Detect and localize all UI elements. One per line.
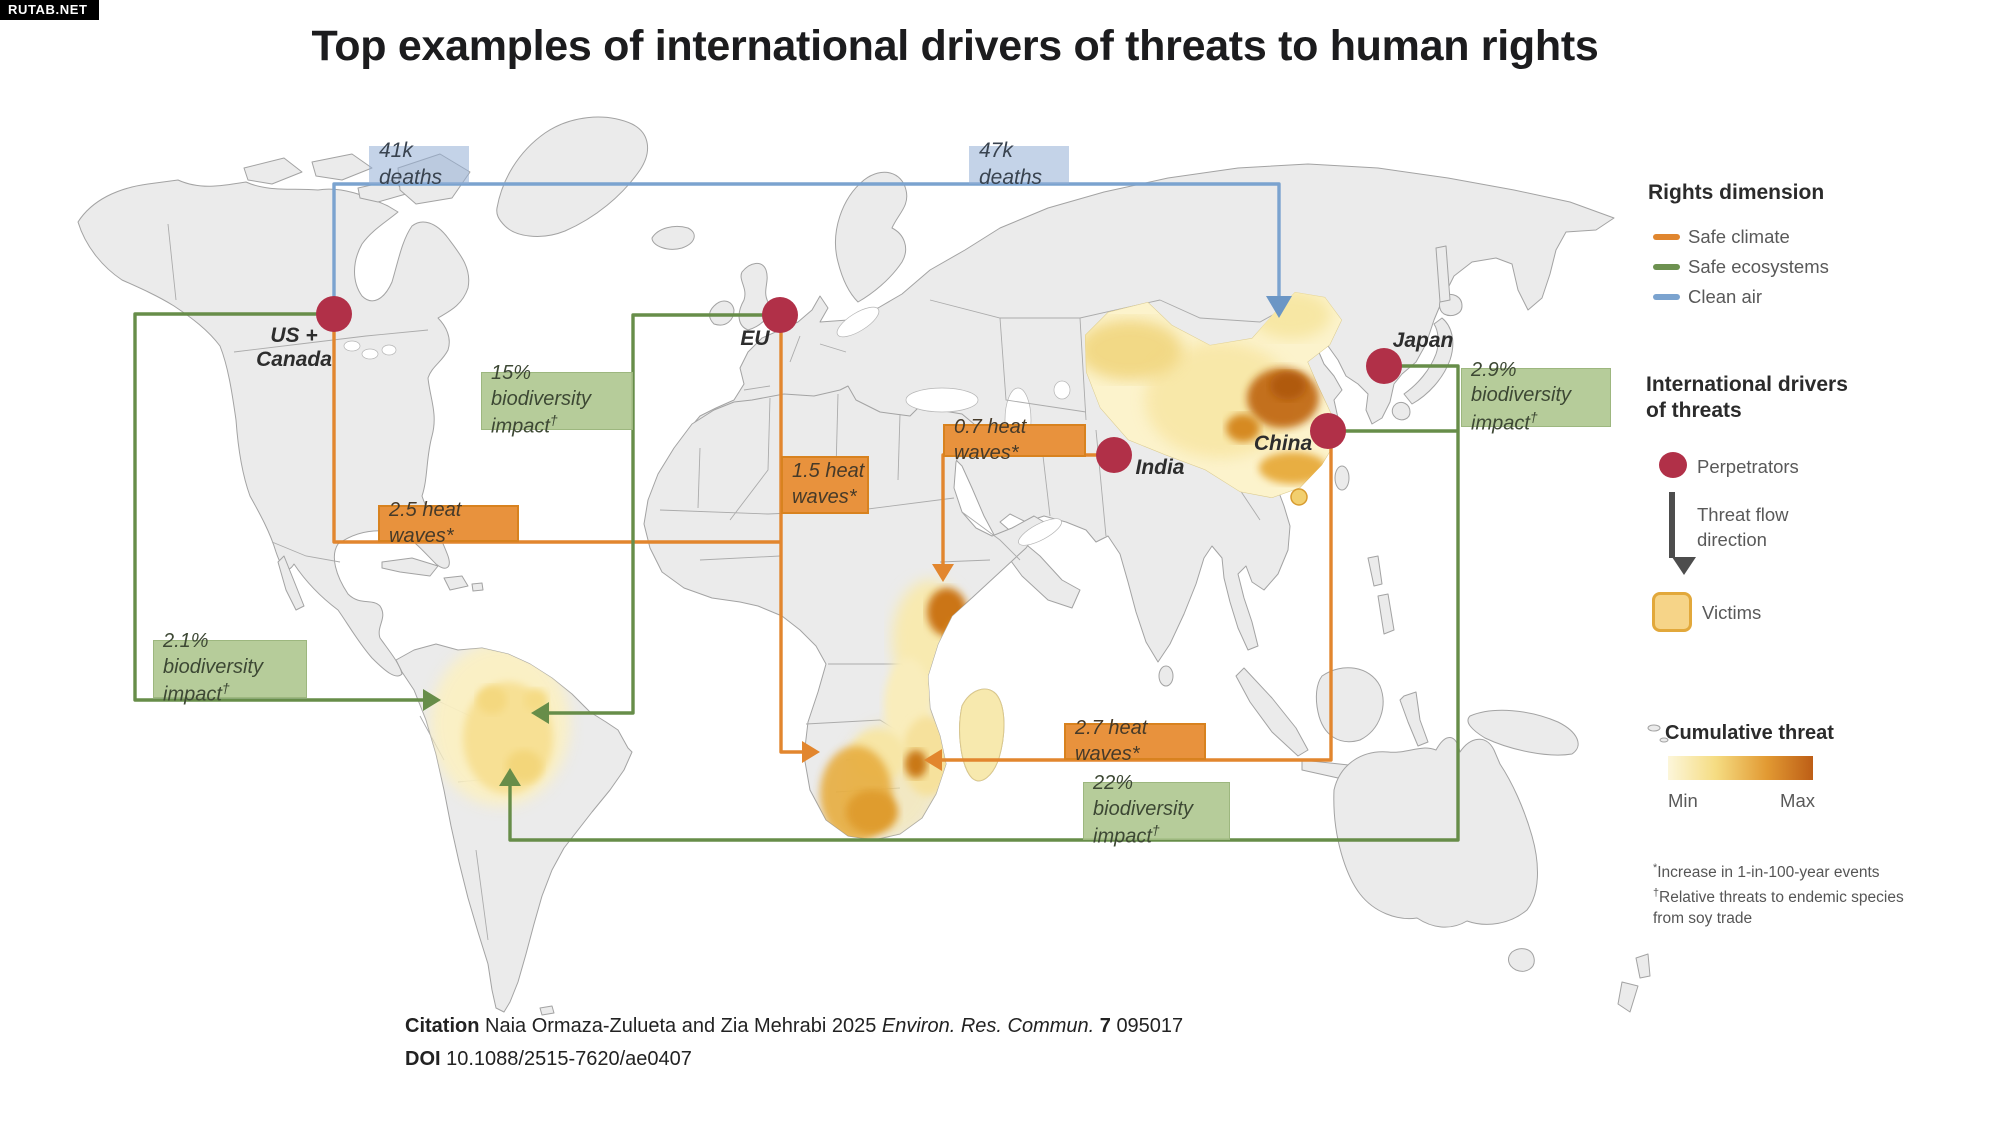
doi-line: DOI 10.1088/2515-7620/ae0407 bbox=[405, 1048, 692, 1070]
legend-rights-heading: Rights dimension bbox=[1648, 181, 1825, 204]
heat-region-hainan bbox=[1290, 488, 1308, 506]
label-china: China bbox=[1253, 432, 1313, 455]
biodiversity-2-1-line1: 2.1% biodiversity bbox=[163, 630, 264, 678]
gradient-min-label: Min bbox=[1668, 790, 1698, 811]
arrow-heat-kenya bbox=[932, 564, 954, 582]
heatwave-0-7-label: 0.7 heat waves* bbox=[954, 415, 1027, 464]
flow-clean-air bbox=[332, 182, 1281, 314]
footnote-events: *Increase in 1-in-100-year events bbox=[1653, 862, 1880, 882]
heatwave-box-2-5: 2.5 heat waves* bbox=[378, 499, 519, 547]
footnote-soy: from soy trade bbox=[1653, 910, 1753, 928]
legend-item-clean-air: Clean air bbox=[1688, 286, 1763, 307]
biodiversity-box-2-1: 2.1% biodiversity impact† bbox=[153, 630, 307, 706]
heatwave-2-7-label: 2.7 heat waves* bbox=[1075, 716, 1148, 765]
deaths-41k-label: 41k deaths bbox=[379, 139, 443, 189]
label-india: India bbox=[1135, 456, 1185, 479]
continent-greenland bbox=[496, 116, 648, 237]
heatwave-box-0-7: 0.7 heat waves* bbox=[943, 416, 1086, 464]
footnote-species: †Relative threats to endemic species bbox=[1653, 887, 1904, 907]
biodiversity-15-line1: 15% biodiversity bbox=[491, 362, 592, 410]
continent-australia bbox=[1333, 737, 1538, 928]
threat-flow-arrow-icon bbox=[1669, 492, 1675, 558]
label-eu: EU bbox=[740, 327, 770, 350]
legend-item-perpetrators: Perpetrators bbox=[1697, 456, 1799, 477]
perpetrator-dot-eu bbox=[762, 297, 798, 333]
arrow-heat-mozambique bbox=[924, 749, 942, 771]
legend-item-safe-ecosystems: Safe ecosystems bbox=[1688, 256, 1829, 277]
perpetrator-dot-china bbox=[1310, 413, 1346, 449]
heatwave-2-5-label: 2.5 heat waves* bbox=[389, 498, 462, 547]
heat-region-madagascar bbox=[959, 688, 1005, 782]
cumulative-threat-gradient bbox=[1668, 756, 1813, 780]
deaths-box-47k: 47k deaths bbox=[969, 139, 1069, 189]
arrow-eco-japan-brazil bbox=[499, 768, 521, 786]
perpetrator-dots bbox=[316, 296, 1402, 473]
perpetrator-dot-japan bbox=[1366, 348, 1402, 384]
legend-drivers-heading: International drivers of threats bbox=[1646, 373, 1848, 422]
biodiversity-22-line2: impact† bbox=[1093, 822, 1160, 849]
heatwave-box-1-5: 1.5 heat waves* bbox=[781, 456, 869, 514]
label-japan: Japan bbox=[1392, 329, 1454, 352]
biodiversity-box-22: 22% biodiversity impact† bbox=[1083, 772, 1230, 848]
heat-region-china bbox=[1085, 292, 1342, 498]
biodiversity-22-line1: 22% biodiversity bbox=[1093, 772, 1194, 820]
heat-region-africa bbox=[820, 580, 972, 840]
arrow-clean-air-china bbox=[1266, 296, 1292, 318]
safe-climate-swatch-icon bbox=[1653, 234, 1680, 240]
legend-item-victims: Victims bbox=[1702, 602, 1762, 623]
continent-north-america bbox=[77, 179, 470, 677]
arrow-eco-us-brazil bbox=[423, 689, 441, 711]
perpetrator-legend-icon bbox=[1659, 452, 1687, 478]
deaths-box-41k: 41k deaths bbox=[369, 139, 469, 189]
biodiversity-2-9-line1: 2.9% biodiversity bbox=[1471, 358, 1572, 407]
heatwave-1-5-label-line2: waves* bbox=[792, 486, 857, 508]
watermark-badge: RUTAB.NET bbox=[0, 0, 99, 20]
biodiversity-15-line2: impact† bbox=[491, 412, 558, 439]
footnotes: *Increase in 1-in-100-year events †Relat… bbox=[1653, 858, 1953, 929]
legend-cumulative-heading: Cumulative threat bbox=[1665, 722, 1834, 744]
arrow-heat-namibia bbox=[802, 741, 820, 763]
arrow-eco-eu-brazil bbox=[531, 702, 549, 724]
label-us-canada: US + Canada bbox=[256, 324, 332, 372]
legend-item-safe-climate: Safe climate bbox=[1688, 226, 1790, 247]
flow-eco-eu bbox=[547, 313, 780, 715]
legend-item-threat-flow: Threat flow direction bbox=[1697, 504, 1789, 550]
victims-legend-icon bbox=[1652, 592, 1692, 632]
continents bbox=[77, 116, 1669, 1016]
perpetrator-dot-us-canada bbox=[316, 296, 352, 332]
flow-eco-us bbox=[133, 312, 425, 702]
threat-flow-arrowhead-icon bbox=[1672, 557, 1696, 575]
citation-line: Citation Naia Ormaza-Zulueta and Zia Meh… bbox=[405, 1015, 1184, 1037]
deaths-47k-label: 47k deaths bbox=[979, 139, 1043, 189]
heat-region-brazil bbox=[430, 644, 570, 806]
flow-heat-china bbox=[940, 431, 1333, 762]
biodiversity-2-9-line2: impact† bbox=[1471, 408, 1538, 435]
safe-ecosystems-swatch-icon bbox=[1653, 264, 1680, 270]
citation-block: Citation Naia Ormaza-Zulueta and Zia Meh… bbox=[405, 1010, 1405, 1076]
island-japan bbox=[1403, 317, 1454, 405]
page-title: Top examples of international drivers of… bbox=[311, 22, 1599, 70]
flow-eco-japan bbox=[508, 364, 1460, 842]
heatwave-1-5-label-line1: 1.5 heat bbox=[792, 460, 865, 483]
perpetrator-dot-india bbox=[1096, 437, 1132, 473]
clean-air-swatch-icon bbox=[1653, 294, 1680, 300]
gradient-max-label: Max bbox=[1780, 790, 1815, 811]
biodiversity-box-2-9: 2.9% biodiversity impact† bbox=[1461, 359, 1611, 435]
heatwave-box-2-7: 2.7 heat waves* bbox=[1064, 717, 1206, 765]
biodiversity-box-15: 15% biodiversity impact† bbox=[481, 362, 633, 438]
biodiversity-2-1-line2: impact† bbox=[163, 680, 230, 707]
